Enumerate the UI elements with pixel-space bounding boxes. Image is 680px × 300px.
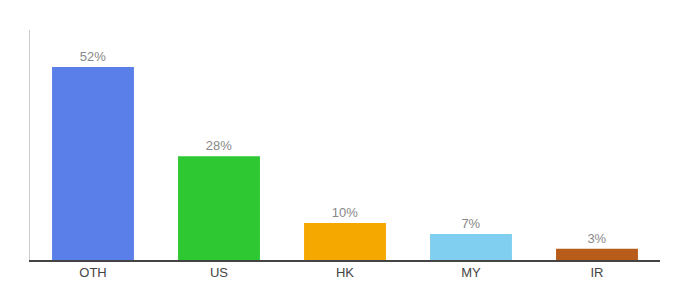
svg-text:10%: 10% [332,205,358,220]
svg-text:3%: 3% [587,231,606,246]
svg-text:OTH: OTH [79,265,106,280]
svg-text:US: US [210,265,228,280]
svg-text:HK: HK [336,265,354,280]
svg-text:IR: IR [591,265,604,280]
svg-text:28%: 28% [206,138,232,153]
svg-text:52%: 52% [80,49,106,64]
svg-text:MY: MY [461,265,481,280]
svg-text:7%: 7% [461,216,480,231]
